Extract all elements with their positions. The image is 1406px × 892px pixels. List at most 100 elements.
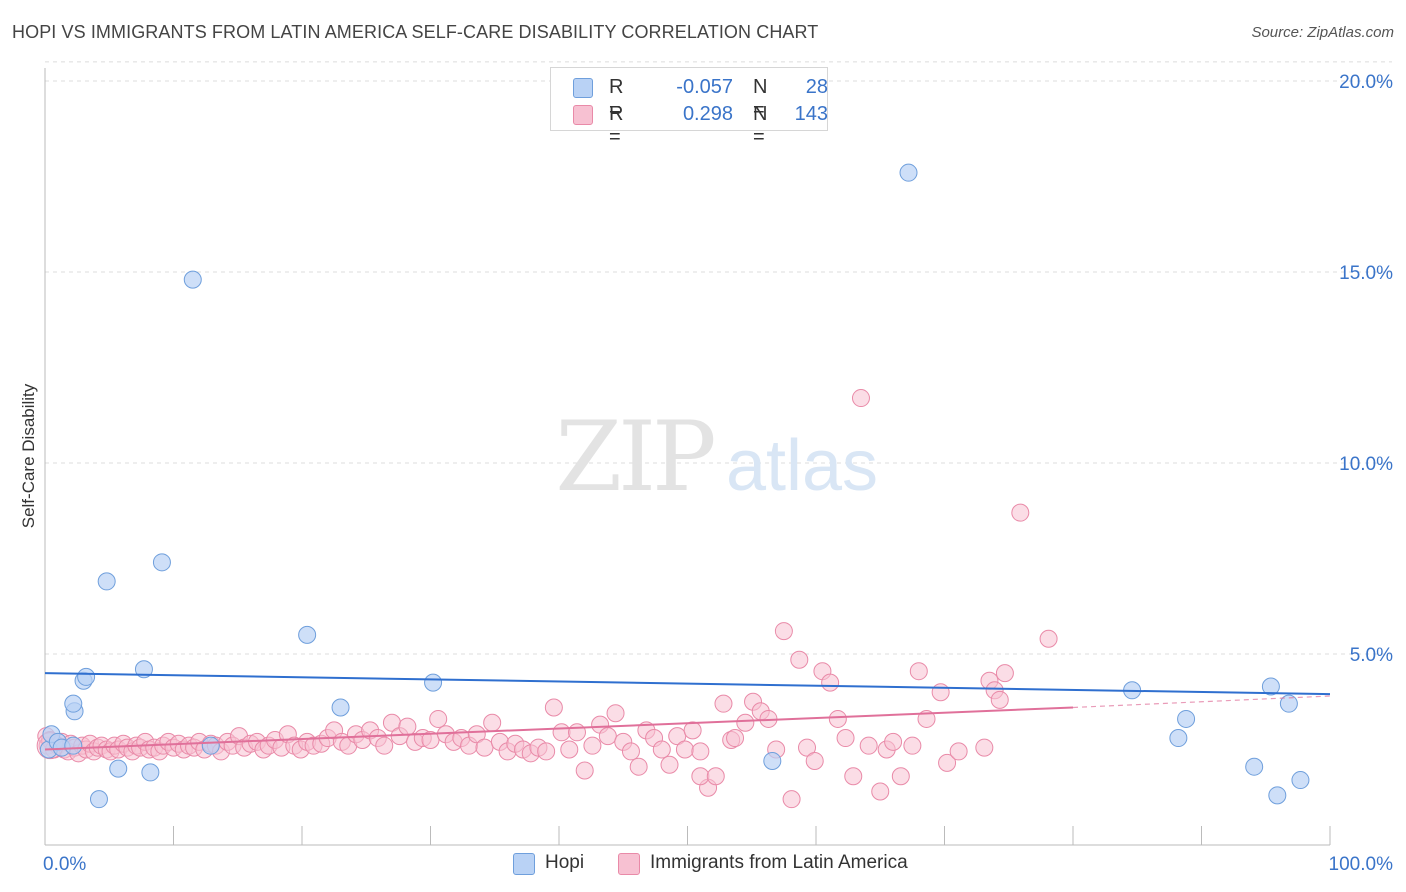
hopi-point [1169,729,1188,748]
latam-point [995,664,1014,683]
latam-point [790,650,809,669]
y-tick-label: 10.0% [1339,454,1393,475]
hopi-point [89,790,108,809]
latam-point [375,736,394,755]
latam-swatch [573,105,593,125]
latam-point [398,717,417,736]
latam-point [975,738,994,757]
latam-point [691,742,710,761]
hopi-point [1261,677,1280,696]
x-tick-label: 100.0% [1329,854,1394,875]
n-value: 143 [794,103,828,125]
n-label: N = [753,76,768,121]
latam-point [652,740,671,759]
axes [44,68,1331,846]
hopi-point [1177,709,1196,728]
hopi-point [134,660,153,679]
latam-point [598,727,617,746]
latam-point [429,709,448,728]
latam-point [851,389,870,408]
latam-point [884,732,903,751]
correlation-legend: R = -0.057 N = 28 R = 0.298 N = 143 [550,67,828,148]
hopi-point [298,625,317,644]
latam-point [903,736,922,755]
latam-point [844,767,863,786]
latam-point [1039,629,1058,648]
hopi-point [1291,771,1310,790]
latam-point [805,751,824,770]
latam-point [683,721,702,740]
latam-point [475,738,494,757]
latam-point [567,723,586,742]
latam-point [891,767,910,786]
latam-legend-label: Immigrants from Latin America [650,852,908,873]
latam-point [1011,503,1030,522]
source-label: Source: ZipAtlas.com [1251,24,1394,41]
hopi-point [152,553,171,572]
hopi-point [141,763,160,782]
latam-point [560,740,579,759]
latam-point [917,709,936,728]
hopi-swatch [573,78,593,98]
watermark-zip: ZIP [555,401,714,513]
latam-point [660,755,679,774]
hopi-point [424,673,443,692]
hopi-point [109,759,128,778]
latam-point [828,709,847,728]
latam-point [691,767,710,786]
hopi-point [1279,694,1298,713]
n-label: N = [753,103,768,148]
latam-point [859,736,878,755]
latam-point [467,725,486,744]
latam-point [714,694,733,713]
latam-trend-line [44,706,1074,751]
hopi-legend-swatch [513,853,535,875]
latam-point [949,742,968,761]
latam-point [675,740,694,759]
latam-point [552,723,571,742]
latam-point [909,662,928,681]
latam-point [575,761,594,780]
latam-trend-extension [1072,695,1331,709]
latam-point [606,704,625,723]
latam-point [782,790,801,809]
latam-point [938,753,957,772]
hopi-point [1245,757,1264,776]
y-tick-label: 20.0% [1339,72,1393,93]
latam-legend-swatch [618,853,640,875]
hopi-point [201,736,220,755]
r-label: R = [609,76,624,121]
latam-point [537,742,556,761]
n-value: 28 [805,76,828,98]
hopi-legend-label: Hopi [545,852,585,873]
latam-point [483,713,502,732]
hopi-trend-line [44,672,1331,696]
latam-point [990,690,1009,709]
x-tick-label: 0.0% [43,854,86,875]
watermark: ZIP atlas [555,401,878,513]
r-label: R = [609,103,624,148]
gridlines [45,61,1392,655]
hopi-point [97,572,116,591]
hopi-point [64,694,83,713]
y-axis-label: Self-Care Disability [19,383,38,528]
r-value: 0.298 [682,103,733,125]
r-value: -0.057 [676,76,733,98]
trend-lines [44,672,1331,751]
latam-point [629,757,648,776]
chart-title: HOPI VS IMMIGRANTS FROM LATIN AMERICA SE… [12,22,819,42]
hopi-point [1268,786,1287,805]
latam-point [798,738,817,757]
latam-point [774,622,793,641]
y-tick-label: 5.0% [1350,645,1393,666]
latam-point [621,742,640,761]
watermark-atlas: atlas [726,426,878,506]
hopi-point [331,698,350,717]
latam-series [36,389,1058,809]
tick-labels: 5.0% 10.0% 15.0% 20.0% 0.0% 100.0% [43,72,1393,875]
hopi-point [899,163,918,182]
latam-point [544,698,563,717]
latam-point [726,729,745,748]
latam-point [821,673,840,692]
